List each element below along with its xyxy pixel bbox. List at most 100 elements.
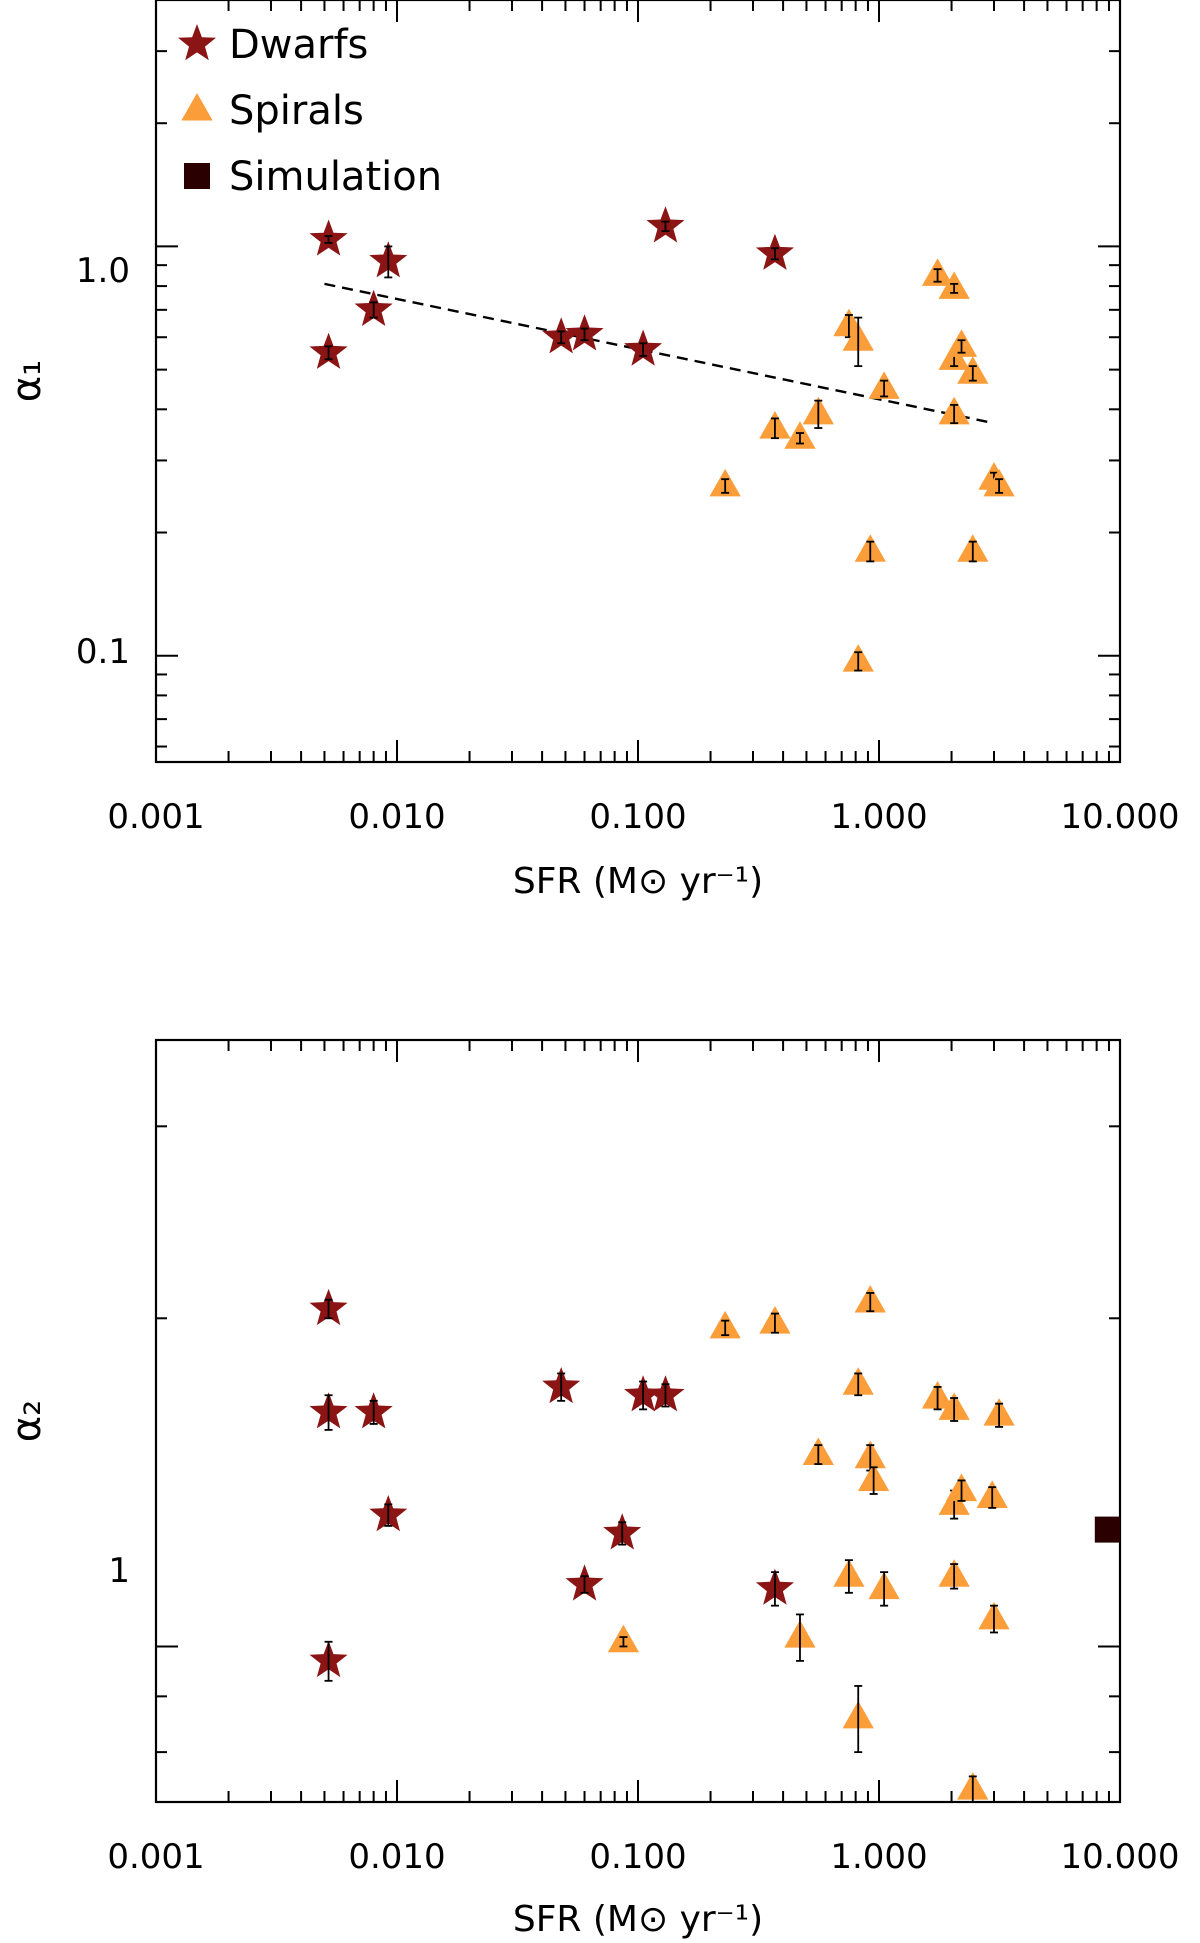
dwarfs-point (542, 317, 581, 354)
x-minor-ticks (227, 0, 1110, 762)
x-axis-label: SFR (M⊙ yr⁻¹) (513, 1899, 763, 1940)
spirals-point (938, 1392, 970, 1422)
spirals-point (921, 258, 954, 286)
dwarfs-legend-marker (178, 24, 216, 61)
spirals-point (709, 468, 741, 497)
y-minor-ticks (156, 1125, 1120, 1754)
dwarfs-point (309, 219, 348, 256)
spirals-point (957, 534, 989, 563)
dwarfs-point (369, 241, 408, 279)
dashed-fit-line (324, 282, 995, 425)
legend-marker-shape (181, 93, 213, 121)
x-tick-label: 0.001 (107, 1837, 204, 1877)
dwarfs-point (755, 233, 794, 270)
spirals-point (607, 1624, 640, 1653)
spirals-point (957, 1772, 989, 1802)
spirals-point (784, 1613, 816, 1662)
dwarfs-point (624, 1375, 663, 1412)
spirals-point (759, 1306, 791, 1334)
y-minor-ticks (156, 0, 1120, 748)
spirals-point (976, 1480, 1008, 1509)
x-axis-label: SFR (M⊙ yr⁻¹) (513, 861, 763, 902)
legend: Dwarfs Spirals Simulation (178, 22, 442, 200)
dwarfs-point (603, 1513, 642, 1550)
simulation-legend-marker (184, 163, 210, 189)
spirals-point (983, 468, 1015, 497)
legend-label: Spirals (229, 88, 364, 134)
spirals-point (842, 1685, 874, 1754)
fit-line-segment (324, 282, 995, 425)
x-major-ticks (155, 1040, 1121, 1802)
spirals-legend-marker (181, 93, 213, 121)
plot-frame (154, 1038, 1122, 1804)
spirals-point (854, 1285, 886, 1313)
y-axis-label: α₁ (4, 360, 50, 402)
spirals-point (842, 644, 874, 672)
legend-item-simulation: Simulation (184, 154, 442, 200)
dwarfs-point (565, 314, 604, 351)
spirals-point (784, 421, 816, 449)
legend-marker-shape (178, 24, 216, 61)
spirals-point (842, 316, 874, 368)
dwarfs-point (309, 1392, 348, 1431)
spirals-point (857, 1463, 890, 1495)
dwarfs-point (646, 206, 685, 243)
spirals-point (983, 1398, 1015, 1428)
x-tick-label: 0.010 (348, 797, 445, 837)
legend-label: Simulation (229, 154, 442, 200)
spirals-point (842, 1367, 874, 1397)
spirals-point (759, 411, 791, 440)
simulation-marker (1094, 1516, 1120, 1543)
y-axis-label: α₂ (4, 1400, 50, 1442)
x-tick-label: 0.010 (348, 1837, 445, 1877)
dwarfs-point (565, 1564, 604, 1601)
spirals-point (833, 1559, 865, 1594)
spirals-point (709, 1310, 741, 1339)
spirals-point (854, 534, 886, 563)
legend-item-dwarfs: Dwarfs (178, 22, 368, 68)
y-tick-label: 0.1 (76, 632, 130, 672)
spirals-point (978, 1601, 1010, 1634)
x-tick-label: 0.001 (107, 797, 204, 837)
spirals-point (957, 356, 989, 384)
legend-item-spirals: Spirals (181, 88, 364, 134)
legend-label: Dwarfs (229, 22, 368, 68)
spirals-point (802, 1437, 834, 1466)
spirals-point (938, 271, 970, 299)
plot-frame (154, 0, 1122, 764)
dwarfs-point (624, 329, 663, 366)
dwarfs-point (354, 289, 393, 326)
simulation-point (1094, 1516, 1120, 1543)
x-tick-label: 10.000 (1061, 1837, 1180, 1877)
x-tick-label: 0.100 (589, 797, 686, 837)
spirals-point (938, 1559, 970, 1590)
dwarfs-point (309, 1288, 348, 1326)
spirals-point (945, 329, 978, 357)
dwarfs-point (542, 1367, 581, 1404)
spirals-point (868, 371, 900, 399)
y-tick-label: 1 (108, 1551, 130, 1591)
x-tick-label: 1.000 (830, 1837, 927, 1877)
x-tick-label: 0.100 (589, 1837, 686, 1877)
spirals-point (938, 396, 970, 425)
top-panel: 0.001 0.010 0.100 1.000 10.000 1.0 0.1 S… (4, 0, 1179, 902)
x-minor-ticks (227, 1040, 1110, 1802)
spirals-point (802, 396, 834, 429)
dwarfs-point (309, 332, 348, 369)
x-tick-label: 1.000 (830, 797, 927, 837)
dwarfs-point (309, 1640, 348, 1682)
y-major-ticks (156, 245, 1120, 657)
dwarfs-point (646, 1375, 685, 1412)
spirals-point (868, 1571, 900, 1607)
dwarfs-point (354, 1392, 393, 1429)
bottom-panel: 0.001 0.010 0.100 1.000 10.000 1 SFR (M⊙… (4, 1038, 1180, 1940)
legend-marker-shape (184, 163, 210, 189)
spirals-point (921, 1381, 954, 1411)
dwarfs-point (755, 1568, 794, 1607)
y-tick-label: 1.0 (76, 251, 130, 291)
dwarfs-point (369, 1495, 408, 1532)
x-tick-label: 10.000 (1061, 797, 1180, 837)
spirals-point (945, 1473, 978, 1502)
spirals-point (854, 1440, 886, 1472)
